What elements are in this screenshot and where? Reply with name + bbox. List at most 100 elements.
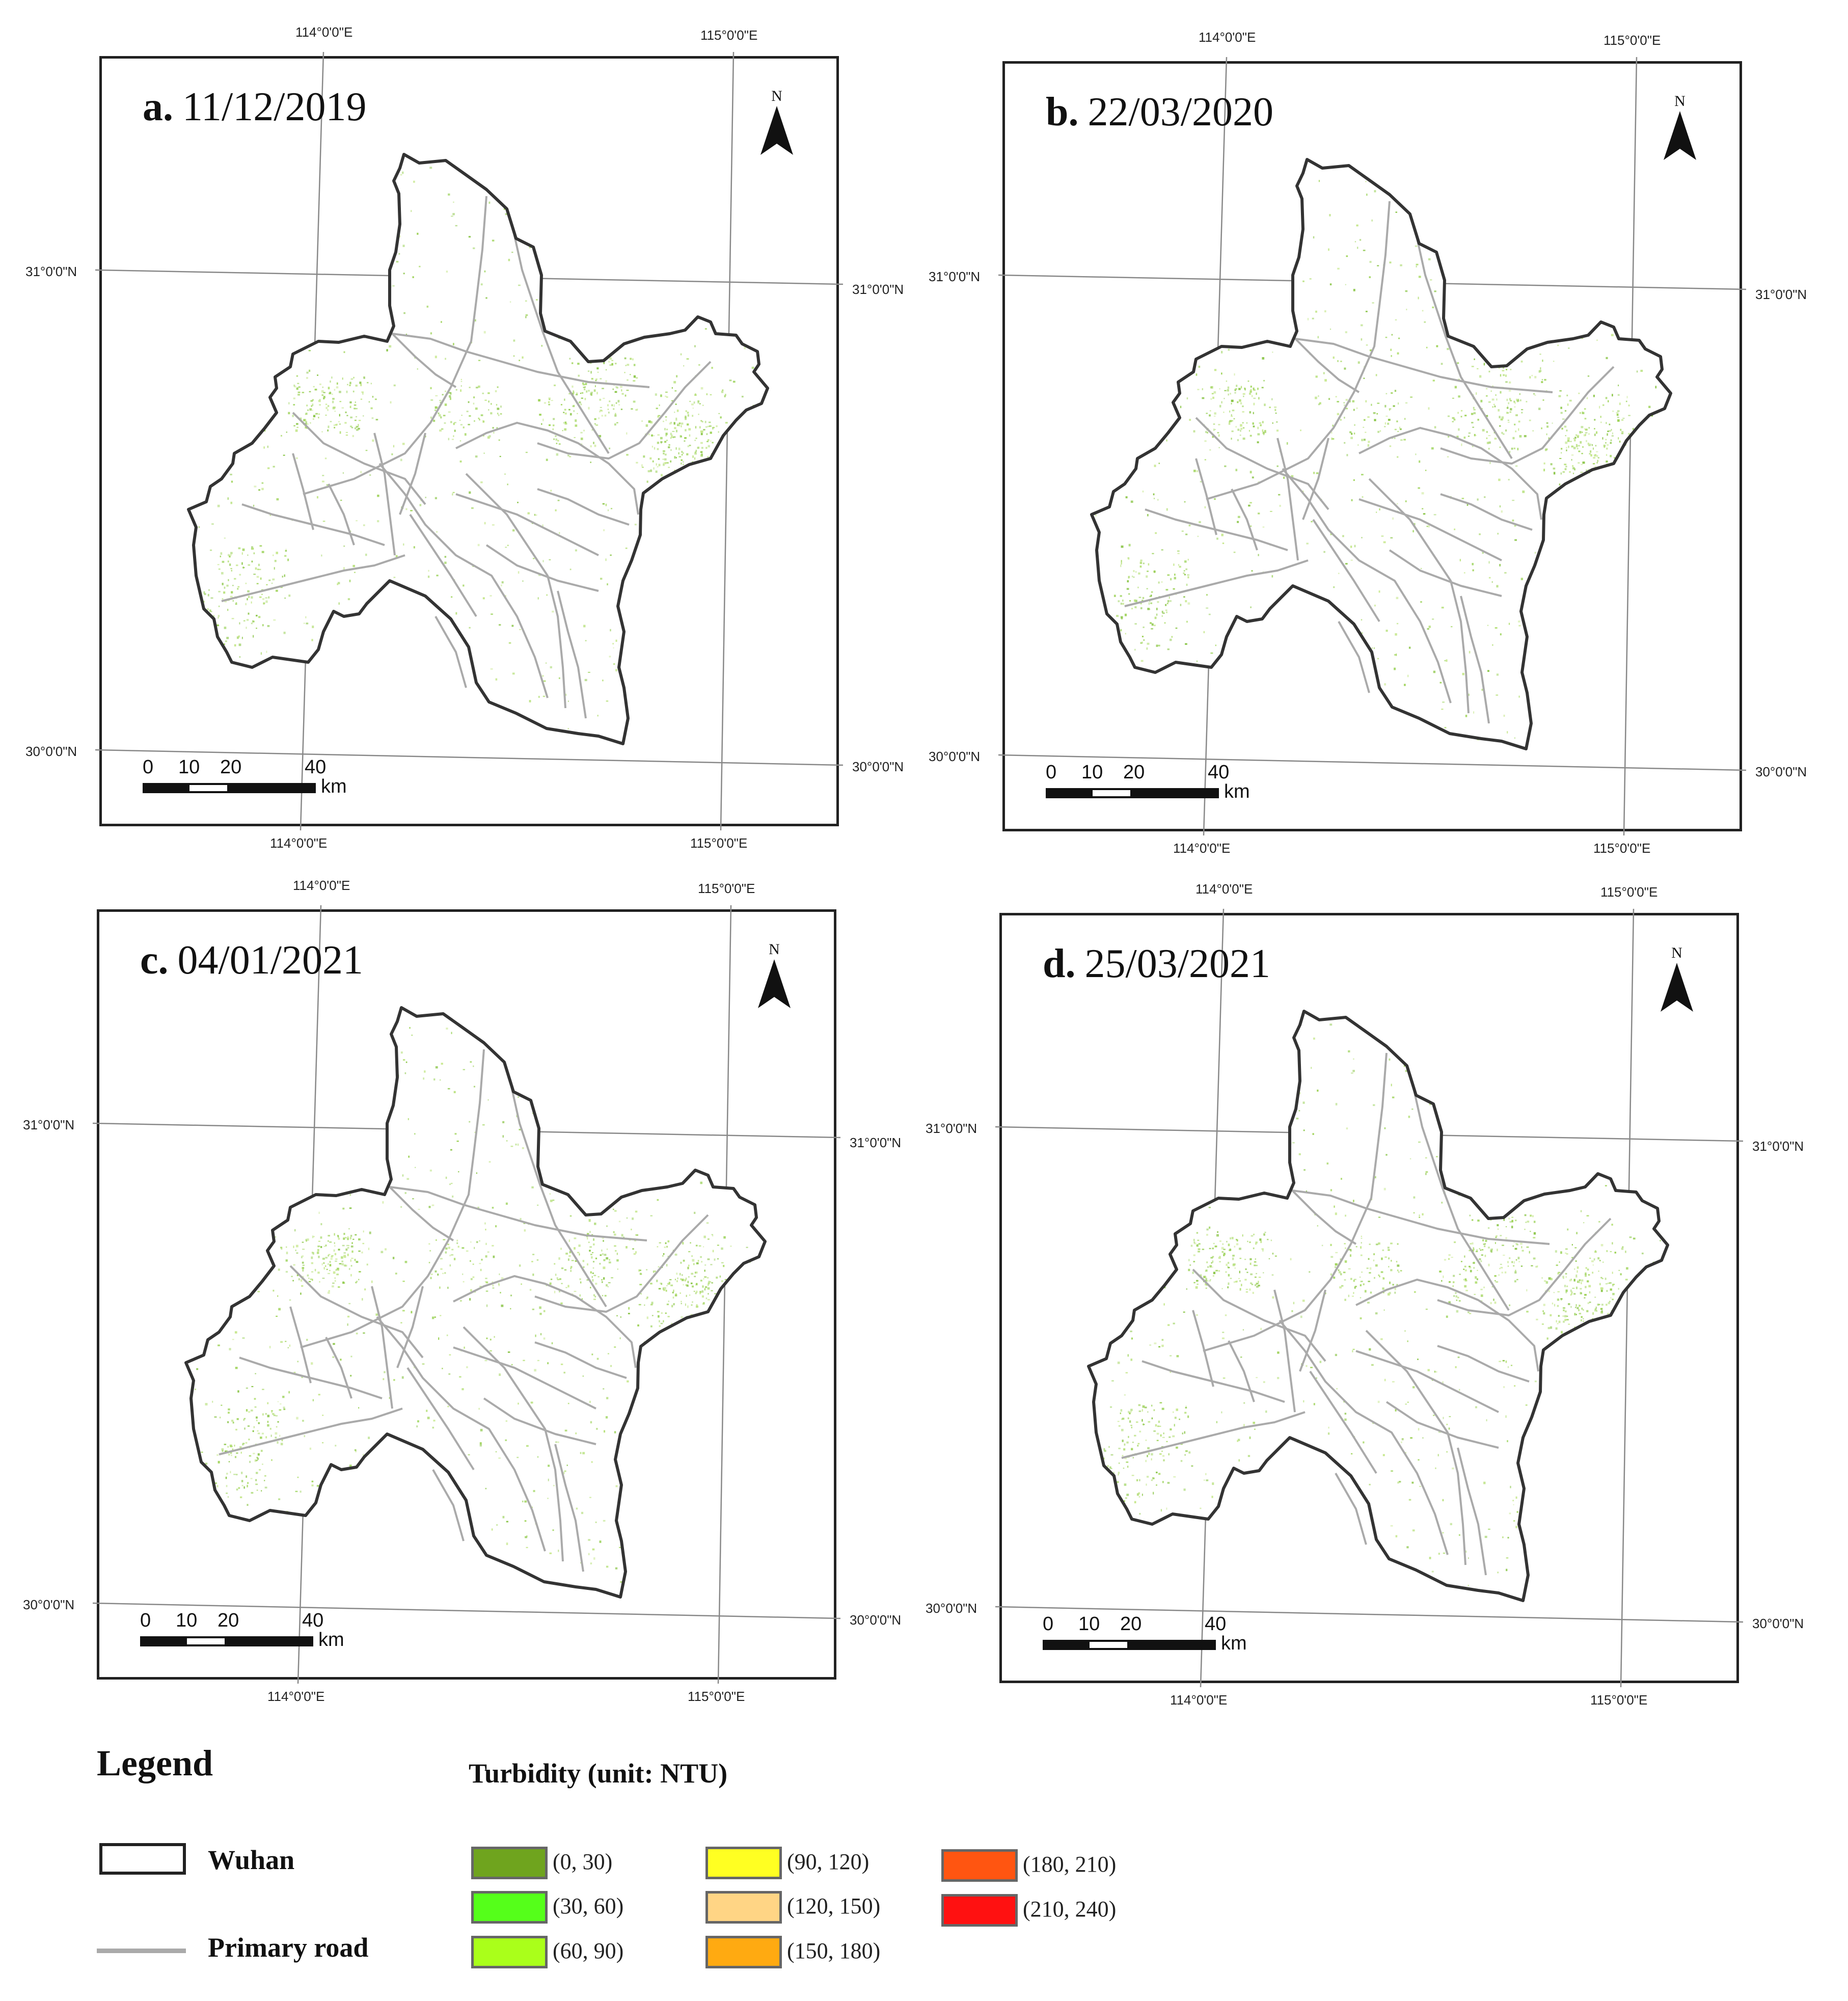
- primary-road: [1414, 229, 1513, 459]
- lat-label-left-30: 30°0'0"N: [926, 1601, 977, 1616]
- primary-road: [289, 1306, 312, 1384]
- scale-tick-label: 0: [140, 1610, 151, 1631]
- graticule-line: [92, 1602, 841, 1619]
- panel-date: 25/03/2021: [1084, 941, 1270, 986]
- panel-letter: c.: [140, 938, 169, 983]
- lon-label-bottom-115: 115°0'0"E: [690, 835, 748, 851]
- panel-letter: b.: [1046, 90, 1079, 134]
- lon-label-top-115: 115°0'0"E: [1604, 33, 1661, 48]
- turbidity-class-label: (60, 90): [553, 1938, 624, 1963]
- wuhan-boundary: [1087, 1010, 1669, 1602]
- scale-bar-segment: [1088, 1640, 1129, 1650]
- lat-label-right-31: 31°0'0"N: [852, 282, 904, 297]
- scale-bar: 0 10 20 40 km: [140, 1610, 354, 1651]
- turbidity-swatch: [471, 1936, 548, 1968]
- lat-label-left-31: 31°0'0"N: [23, 1117, 75, 1132]
- turbidity-swatch: [705, 1891, 782, 1924]
- primary-road: [1273, 1289, 1296, 1413]
- primary-road: [1440, 493, 1533, 531]
- graticule-line: [1620, 908, 1635, 1688]
- north-arrow-icon: [758, 959, 791, 1008]
- turbidity-class-label: (150, 180): [787, 1938, 881, 1963]
- turbidity-class-label: (180, 210): [1023, 1852, 1117, 1877]
- primary-road: [391, 333, 457, 388]
- scale-tick-label: 20: [1120, 1613, 1142, 1635]
- panel-date: 04/01/2021: [177, 938, 363, 983]
- scale-tick-label: 40: [305, 756, 327, 778]
- graticule-line: [1623, 57, 1638, 836]
- map-canvas: [995, 908, 1744, 1688]
- primary-road: [1291, 1189, 1357, 1245]
- legend-boundary-label: Wuhan: [208, 1845, 295, 1875]
- turbidity-class-label: (210, 240): [1023, 1897, 1117, 1922]
- wuhan-region: [1089, 1011, 1668, 1601]
- graticule-line: [998, 754, 1747, 771]
- primary-road: [1124, 559, 1309, 607]
- lat-label-left-31: 31°0'0"N: [929, 269, 981, 284]
- primary-road: [1192, 1268, 1326, 1362]
- turbidity-pixels: [195, 1027, 751, 1583]
- lon-label-top-114: 114°0'0"E: [1199, 30, 1256, 45]
- primary-road: [1292, 1189, 1550, 1245]
- map-panel-d: d. 25/03/2021 114°0'0"E 115°0'0"E 114°0'0"E 1…: [926, 881, 1804, 1708]
- wuhan-region: [188, 154, 768, 744]
- primary-road: [392, 333, 650, 388]
- scale-tick-label: 0: [1046, 762, 1057, 783]
- north-label: N: [1674, 93, 1686, 110]
- primary-road: [389, 1186, 647, 1241]
- primary-road: [554, 1444, 584, 1572]
- primary-road: [239, 1357, 383, 1399]
- lon-label-bottom-115: 115°0'0"E: [1590, 1692, 1648, 1708]
- scale-bar-segment: [227, 1636, 313, 1646]
- turbidity-swatch: [705, 1847, 782, 1879]
- primary-road: [292, 453, 314, 530]
- primary-road: [508, 1077, 607, 1308]
- primary-road: [1411, 1080, 1510, 1311]
- primary-road: [1145, 508, 1288, 551]
- scale-bar-segment: [1129, 1640, 1216, 1650]
- scale-tick-label: 10: [1078, 1613, 1100, 1635]
- primary-road: [328, 483, 355, 546]
- north-arrow-icon: [1661, 963, 1693, 1012]
- turbidity-class-label: (0, 30): [553, 1849, 613, 1874]
- lat-label-right-31: 31°0'0"N: [850, 1135, 902, 1150]
- scale-bar-segment: [140, 1636, 185, 1646]
- lon-label-top-114: 114°0'0"E: [293, 878, 350, 893]
- graticule-line: [95, 749, 844, 766]
- turbidity-class-label: (90, 120): [787, 1849, 869, 1874]
- graticule-line: [995, 1606, 1744, 1623]
- primary-road: [409, 513, 477, 617]
- primary-road: [221, 554, 405, 602]
- primary-road: [1440, 366, 1615, 465]
- scale-tick-label: 0: [1043, 1613, 1054, 1635]
- wuhan-boundary: [187, 153, 769, 745]
- legend-road-label: Primary road: [208, 1932, 369, 1963]
- primary-road: [376, 1316, 546, 1552]
- north-arrow: N: [754, 941, 795, 1012]
- scale-bar: 0 10 20 40 km: [1043, 1613, 1257, 1654]
- north-arrow: N: [756, 88, 797, 158]
- panel-title: c. 04/01/2021: [140, 937, 363, 984]
- lon-label-bottom-114: 114°0'0"E: [270, 835, 328, 851]
- primary-road: [1231, 489, 1258, 551]
- turbidity-swatch: [941, 1894, 1018, 1927]
- primary-road: [303, 196, 487, 495]
- lon-label-top-114: 114°0'0"E: [1195, 881, 1253, 897]
- turbidity-pixels: [1102, 1023, 1661, 1586]
- wuhan-region: [1092, 159, 1671, 749]
- primary-road: [241, 503, 385, 546]
- primary-road: [292, 412, 426, 505]
- primary-road: [453, 1346, 596, 1410]
- primary-road: [373, 432, 396, 556]
- panel-date: 11/12/2019: [182, 85, 367, 129]
- primary-road: [1203, 1052, 1388, 1352]
- primary-road: [1228, 1340, 1255, 1402]
- primary-road: [1309, 1370, 1377, 1474]
- primary-road: [1355, 1350, 1499, 1413]
- primary-road: [453, 1275, 637, 1368]
- lon-label-bottom-115: 115°0'0"E: [688, 1689, 745, 1704]
- primary-road: [1121, 1411, 1306, 1459]
- legend-road-line: [97, 1949, 186, 1953]
- north-arrow-icon: [1664, 111, 1696, 160]
- primary-road: [1460, 596, 1490, 724]
